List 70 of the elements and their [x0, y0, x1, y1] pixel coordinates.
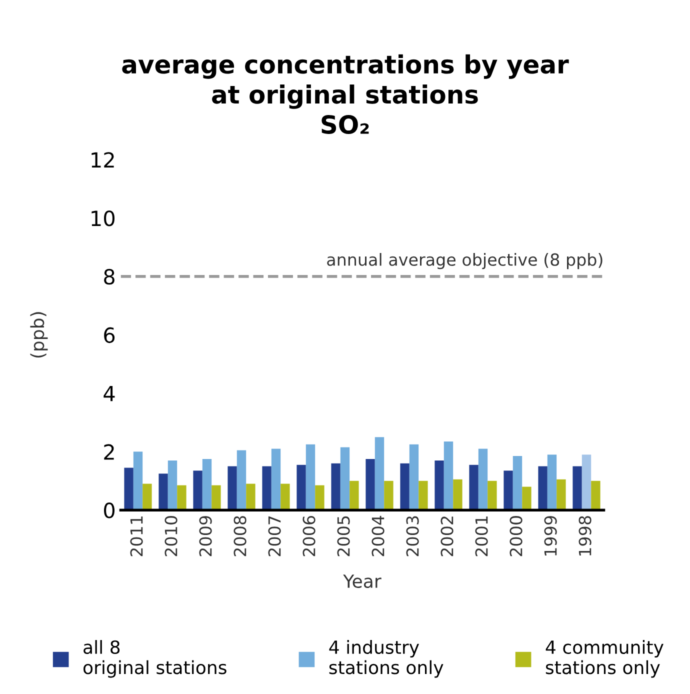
- x-axis-title: Year: [343, 574, 382, 588]
- x-tick-label: 2004: [372, 516, 384, 556]
- x-tick-label: 2008: [234, 516, 246, 556]
- y-tick-label: 10: [92, 210, 115, 226]
- y-tick-label: 8: [104, 268, 114, 285]
- bar: [538, 466, 548, 510]
- bar: [504, 470, 513, 510]
- bar: [522, 486, 532, 510]
- bar: [350, 480, 359, 510]
- ref-line-label: annual average objective (8 ppb): [327, 253, 602, 270]
- y-tick-label: 2: [104, 444, 114, 460]
- y-axis-title: (ppb): [30, 312, 48, 358]
- bar: [409, 444, 419, 510]
- y-tick-label: 0: [104, 502, 115, 518]
- bar: [158, 474, 168, 510]
- bar: [374, 437, 384, 510]
- bar: [177, 485, 186, 510]
- y-tick-label: 6: [104, 327, 115, 344]
- bar: [133, 452, 143, 510]
- bar: [271, 448, 281, 510]
- x-tick-label: 2006: [302, 516, 316, 556]
- legend-label: 4 community stations only: [546, 640, 664, 678]
- bar: [469, 464, 478, 510]
- legend-label: 4 industry stations only: [329, 640, 444, 678]
- bar: [400, 463, 410, 510]
- bar: [453, 479, 462, 510]
- bar: [306, 444, 316, 510]
- bar: [572, 466, 582, 510]
- bar: [444, 441, 454, 510]
- x-tick-label: 1999: [544, 516, 557, 556]
- x-tick-label: 2007: [268, 516, 281, 556]
- y-tick-label: 12: [92, 152, 114, 168]
- bar: [142, 484, 152, 510]
- bar: [331, 463, 340, 510]
- bar: [384, 480, 394, 510]
- bar: [246, 484, 256, 510]
- bar: [547, 454, 557, 510]
- bar: [488, 480, 497, 510]
- bar: [168, 460, 178, 510]
- chart-title: average concentrations by year at original stations SO₂: [122, 54, 569, 134]
- x-tick-label: 2002: [440, 516, 454, 556]
- bar: [591, 480, 600, 510]
- bar: [262, 466, 272, 510]
- x-tick-label: 2000: [510, 516, 522, 556]
- x-tick-label: 2003: [406, 516, 419, 556]
- bar: [366, 458, 375, 510]
- bar: [512, 456, 522, 510]
- bar: [340, 447, 350, 510]
- bar: [478, 448, 488, 510]
- bar: [556, 479, 566, 510]
- bar: [236, 450, 246, 510]
- x-tick-label: 2011: [130, 516, 143, 556]
- x-tick-label: 2009: [199, 516, 212, 556]
- bar: [582, 454, 592, 510]
- bar: [193, 470, 202, 510]
- legend-label: all 8 original stations: [83, 640, 226, 678]
- x-tick-label: 2005: [337, 516, 350, 556]
- x-tick-label: 2010: [164, 516, 178, 556]
- bar: [124, 468, 134, 510]
- x-tick-label: 1998: [578, 516, 592, 556]
- bar: [280, 484, 290, 510]
- bar: [418, 480, 428, 510]
- bar: [202, 458, 212, 510]
- bar: [434, 460, 444, 510]
- y-tick-label: 4: [104, 386, 115, 402]
- bar: [228, 466, 237, 510]
- x-tick-label: 2001: [475, 516, 488, 556]
- bar: [315, 485, 324, 510]
- bar: [296, 464, 306, 510]
- bar: [212, 485, 221, 510]
